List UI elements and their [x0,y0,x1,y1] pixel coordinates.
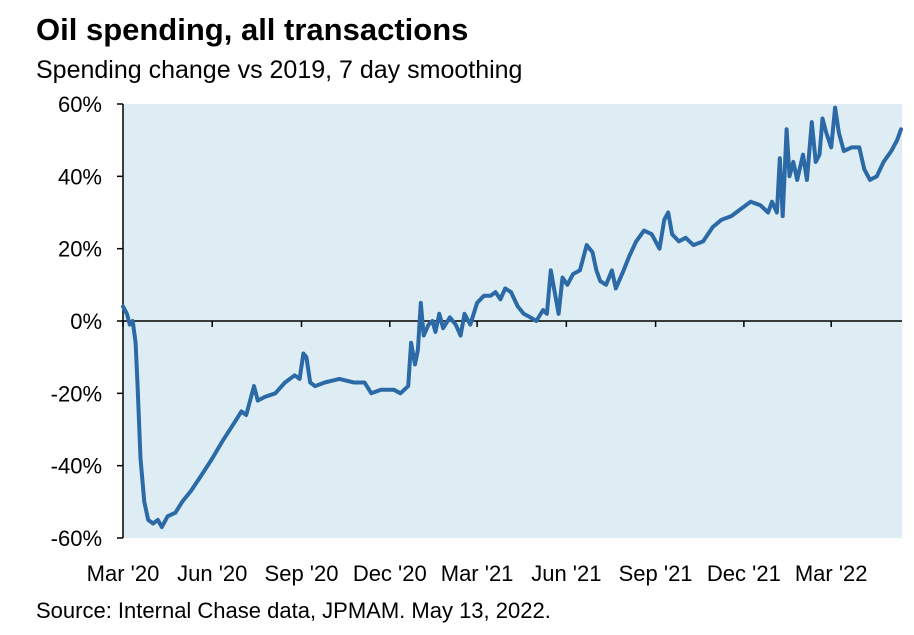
x-tick-label: Jun '21 [531,561,601,586]
chart-subtitle: Spending change vs 2019, 7 day smoothing [36,56,523,84]
series-line [121,105,903,530]
x-tick-label: Jun '20 [177,561,247,586]
x-tick-label: Dec '21 [707,561,781,586]
y-tick-label: 60% [58,92,102,117]
source-note: Source: Internal Chase data, JPMAM. May … [36,598,551,623]
x-tick-label: Sep '21 [619,561,693,586]
x-tick-label: Mar '21 [441,561,514,586]
series-layer [121,105,903,530]
x-tick-label: Dec '20 [353,561,427,586]
x-tick-label: Mar '20 [87,561,160,586]
x-axis: Mar '20 Jun '20 Sep '20 Dec '20 Mar '21 Jun '… [87,320,902,586]
y-tick-label: 20% [58,237,102,262]
y-axis: 60% 40% 20% 0% -20% -40% -60% [51,92,124,551]
x-tick-label: Sep '20 [265,561,339,586]
y-tick-label: 40% [58,164,102,189]
y-tick-label: -40% [51,454,102,479]
y-tick-label: -20% [51,381,102,406]
y-tick-label: -60% [51,526,102,551]
x-tick-label: Mar '22 [795,561,868,586]
chart-title: Oil spending, all transactions [36,12,469,47]
y-tick-label: 0% [70,309,102,334]
